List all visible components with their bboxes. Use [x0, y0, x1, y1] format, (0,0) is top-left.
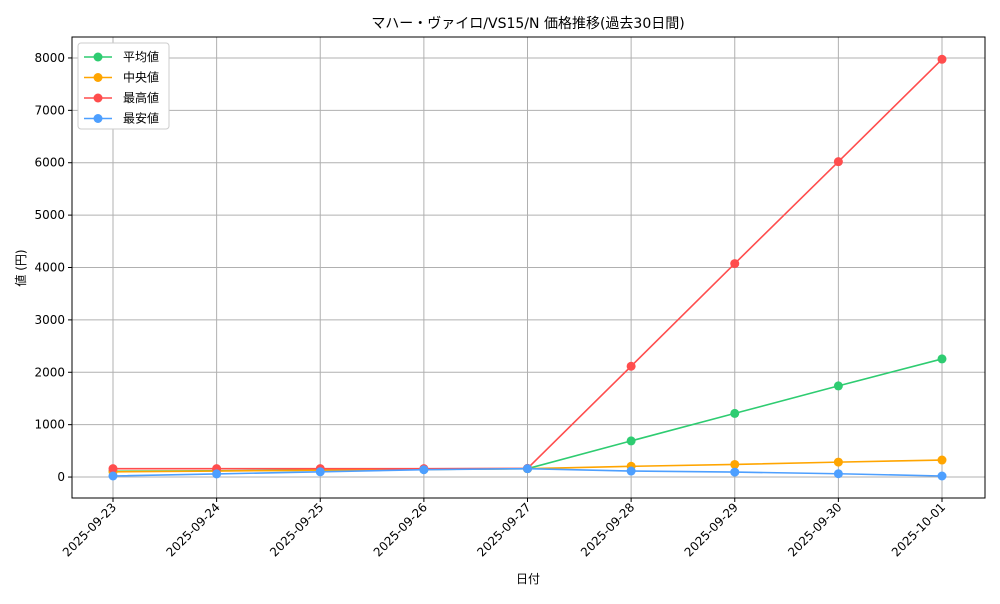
x-tick-label: 2025-10-01	[889, 500, 948, 559]
x-tick-label: 2025-09-29	[682, 500, 741, 559]
x-tick-label: 2025-09-27	[474, 500, 533, 559]
data-point	[730, 259, 740, 269]
data-point	[523, 464, 532, 474]
plot-frame	[71, 36, 986, 499]
data-point	[626, 436, 636, 446]
data-point	[833, 157, 843, 167]
y-tick-label: 7000	[34, 103, 65, 117]
data-point	[937, 455, 947, 465]
data-point	[937, 471, 947, 481]
data-point	[108, 464, 118, 474]
legend-label: 平均値	[123, 49, 159, 64]
y-tick-label: 3000	[34, 313, 65, 327]
y-axis-label: 値 (円)	[13, 249, 28, 286]
data-point	[419, 465, 429, 475]
data-point	[833, 457, 843, 467]
x-tick-label: 2025-09-24	[164, 500, 223, 559]
legend-marker	[93, 52, 103, 62]
data-point	[833, 381, 843, 391]
x-tick-label: 2025-09-25	[267, 500, 326, 559]
legend-label: 中央値	[123, 70, 159, 85]
y-tick-label: 4000	[34, 261, 65, 275]
data-point	[730, 408, 740, 418]
data-point	[730, 459, 740, 469]
legend-label: 最安値	[123, 111, 159, 126]
legend-label: 最高値	[123, 90, 159, 105]
chart-title: マハー・ヴァイロ/VS15/N 価格推移(過去30日間)	[371, 15, 684, 32]
data-point	[730, 467, 740, 477]
legend-marker	[93, 114, 103, 123]
y-tick-label: 1000	[34, 418, 65, 432]
y-tick-label: 5000	[34, 208, 65, 222]
x-tick-label: 2025-09-26	[371, 500, 430, 559]
y-tick-label: 2000	[34, 365, 65, 379]
data-point	[315, 467, 325, 477]
data-point	[108, 471, 118, 481]
x-tick-label: 2025-09-30	[785, 500, 844, 559]
legend-marker	[93, 93, 103, 103]
data-point	[937, 354, 947, 364]
x-tick-label: 2025-09-23	[60, 500, 119, 559]
x-axis-label: 日付	[516, 572, 540, 586]
y-tick-label: 6000	[34, 156, 65, 170]
data-point	[626, 361, 636, 371]
legend-box	[77, 42, 170, 130]
data-point	[626, 466, 636, 476]
x-tick-label: 2025-09-28	[578, 500, 637, 559]
data-point	[212, 469, 222, 479]
data-point	[833, 469, 843, 479]
legend-marker	[93, 73, 103, 82]
y-tick-label: 8000	[34, 51, 65, 65]
data-point	[937, 54, 947, 64]
y-tick-label: 0	[57, 470, 65, 484]
